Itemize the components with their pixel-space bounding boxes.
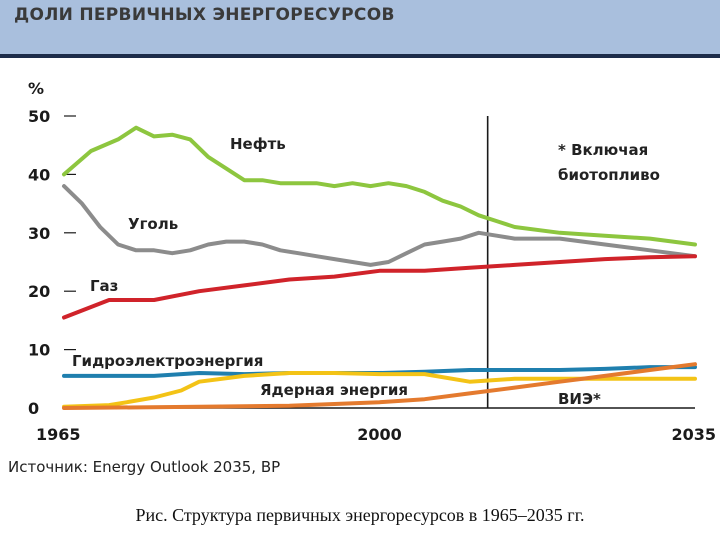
header-rule — [0, 54, 720, 58]
chart: % 0 10 20 30 40 50 1965 2000 2035 Нефть Уголь Газ Г… — [28, 79, 716, 444]
chart-title: ДОЛИ ПЕРВИЧНЫХ ЭНЕРГОРЕСУРСОВ — [14, 5, 395, 25]
x-tick-label: 2000 — [357, 425, 402, 444]
series-label: Нефть — [230, 135, 286, 153]
series-layer — [62, 125, 697, 410]
series-line — [62, 254, 697, 320]
series-label: Газ — [90, 277, 118, 295]
source-note: Источник: Energy Outlook 2035, BP — [8, 458, 281, 476]
series-line — [62, 184, 697, 267]
y-tick-label: 50 — [28, 107, 50, 126]
figure-caption: Рис. Структура первичных энергоресурсов … — [135, 505, 585, 525]
series-label: Гидроэлектроэнергия — [72, 352, 263, 370]
y-tick-label: 20 — [28, 282, 50, 301]
series-label: Ядерная энергия — [260, 381, 408, 399]
x-tick-label: 1965 — [36, 425, 81, 444]
y-tick-label: 30 — [28, 224, 50, 243]
y-tick-label: 0 — [28, 399, 39, 418]
y-axis-unit: % — [28, 79, 44, 98]
y-tick-label: 40 — [28, 165, 50, 184]
labels-layer: Нефть Уголь Газ Гидроэлектроэнергия Ядерная … — [72, 135, 660, 408]
y-tick-label: 10 — [28, 341, 50, 360]
chart-note: * Включая — [558, 141, 648, 159]
series-label: ВИЭ* — [558, 390, 601, 408]
y-axis: % 0 10 20 30 40 50 — [28, 79, 76, 418]
x-tick-label: 2035 — [671, 425, 716, 444]
x-axis: 1965 2000 2035 — [36, 407, 716, 444]
series-line — [62, 362, 697, 410]
series-label: Уголь — [128, 215, 178, 233]
header-banner: ДОЛИ ПЕРВИЧНЫХ ЭНЕРГОРЕСУРСОВ — [0, 0, 720, 54]
series-line — [62, 125, 697, 247]
chart-note: биотопливо — [558, 166, 660, 184]
